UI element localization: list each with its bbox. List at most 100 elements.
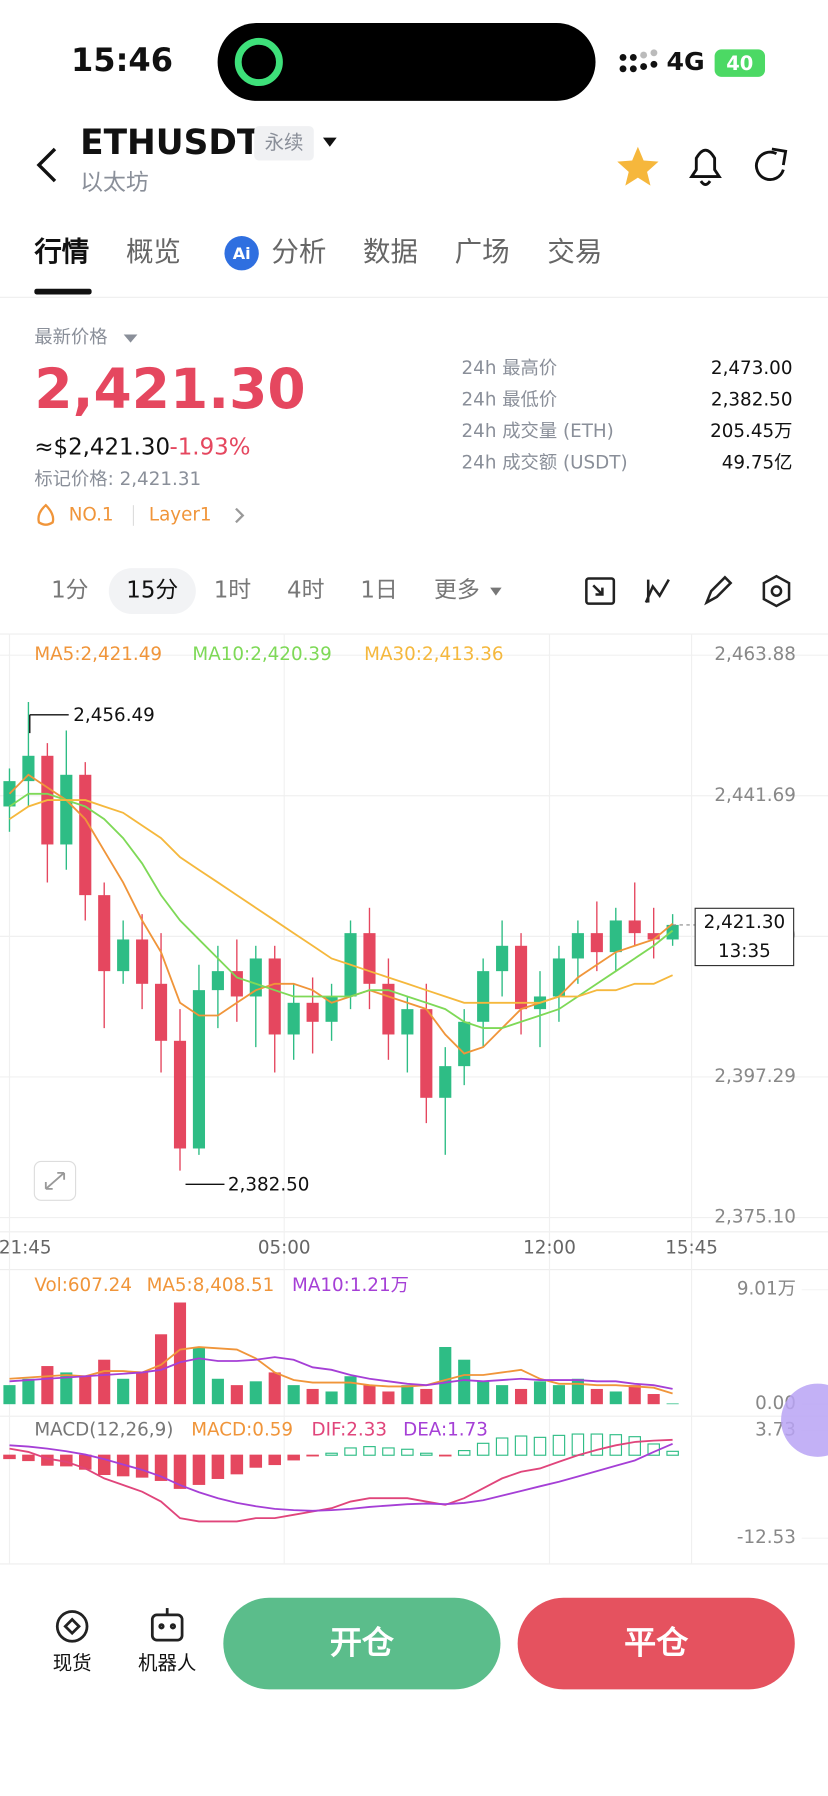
macd-bar	[287, 1454, 300, 1461]
candle-body	[363, 933, 376, 984]
legend: MA10:1.21万	[292, 1275, 409, 1296]
sector-arrow[interactable]	[235, 507, 245, 524]
icon-part	[640, 51, 648, 59]
candle-body	[439, 1066, 452, 1098]
divider	[0, 1231, 828, 1233]
macd-bar	[344, 1447, 357, 1456]
icon-part	[585, 577, 616, 605]
volume-bar	[344, 1376, 357, 1405]
interval[interactable]: 1分	[51, 578, 88, 604]
battery-level: 40	[726, 52, 753, 75]
bot-icon[interactable]	[150, 1608, 184, 1642]
stat-value: 205.45万	[710, 421, 792, 442]
expand-icon[interactable]	[44, 1171, 66, 1190]
macd-bar	[457, 1450, 471, 1456]
high-label: 2,456.49	[73, 705, 155, 726]
volume-bar	[230, 1385, 243, 1405]
assistant-bubble[interactable]	[781, 1383, 828, 1457]
volume-bar	[496, 1385, 509, 1405]
share[interactable]	[754, 147, 788, 181]
volume-bar	[287, 1385, 300, 1405]
tab[interactable]: 数据	[363, 236, 418, 268]
macd-bar	[533, 1436, 547, 1456]
open-label[interactable]: 开仓	[330, 1624, 395, 1662]
volume-bar	[117, 1378, 130, 1405]
volume-bar	[514, 1388, 528, 1405]
candle-body	[477, 971, 490, 1022]
close-label[interactable]: 平仓	[624, 1624, 689, 1662]
legend: MA5:2,421.49	[34, 644, 162, 665]
interval[interactable]: 4时	[287, 578, 325, 604]
price-label: 最新价格	[34, 327, 107, 348]
macd-bar	[306, 1454, 319, 1457]
macd-bar	[22, 1454, 35, 1462]
divider	[0, 296, 828, 298]
candle-body	[571, 933, 584, 959]
more-dropdown[interactable]	[490, 587, 502, 596]
indicator-line	[8, 792, 674, 1030]
tab[interactable]: 分析	[271, 236, 326, 268]
open-button[interactable]	[223, 1597, 501, 1690]
icon-part	[770, 585, 783, 597]
icon-part	[619, 65, 627, 73]
macd-bar	[420, 1452, 433, 1456]
network: 4G	[667, 47, 705, 76]
stat-label: 24h 最低价	[462, 389, 558, 410]
tab[interactable]: 行情	[33, 236, 89, 268]
bot[interactable]: 机器人	[138, 1652, 196, 1675]
spot[interactable]: 现货	[53, 1652, 92, 1675]
close-button[interactable]	[517, 1597, 795, 1690]
volume-bar	[628, 1385, 641, 1405]
volume-bar	[192, 1346, 206, 1405]
interval[interactable]: 15分	[126, 578, 178, 604]
tab[interactable]: 广场	[455, 236, 510, 268]
macd-bar	[552, 1434, 566, 1456]
countdown: 13:35	[718, 941, 771, 962]
stat-label: 24h 成交额 (USDT)	[462, 452, 628, 473]
legend: DEA:1.73	[403, 1420, 488, 1441]
interval[interactable]: 更多	[434, 578, 480, 604]
volume-bar	[382, 1391, 395, 1405]
tab[interactable]: 交易	[547, 236, 602, 268]
interval[interactable]: 1时	[214, 578, 252, 604]
tab-indicator	[34, 288, 92, 295]
candle-body	[136, 939, 149, 984]
volume-bar	[533, 1381, 547, 1405]
badge-bg	[254, 126, 314, 161]
stat-label: 24h 最高价	[462, 358, 558, 379]
symbol-dropdown[interactable]	[322, 137, 337, 147]
spot-icon[interactable]	[55, 1610, 89, 1643]
icon-part	[640, 63, 648, 70]
indicator-line	[8, 773, 674, 1055]
indicator-line	[8, 799, 673, 1004]
tab[interactable]: 概览	[126, 236, 181, 268]
volume-bar	[173, 1302, 187, 1405]
dynamic-island	[217, 23, 596, 101]
macd-bar	[135, 1454, 149, 1478]
volume-bar	[60, 1372, 73, 1405]
volume-bar	[325, 1391, 338, 1405]
volume-bar	[211, 1378, 224, 1405]
icon-part	[158, 1623, 165, 1630]
favorite[interactable]	[617, 146, 659, 186]
indicator-line	[9, 1346, 673, 1395]
volume-bar	[401, 1385, 414, 1405]
candle-body	[98, 895, 111, 972]
macd-bar	[173, 1454, 187, 1489]
price-dropdown[interactable]	[123, 334, 138, 343]
sector-tag[interactable]: Layer1	[149, 504, 212, 525]
divider	[0, 1269, 828, 1271]
icon-part	[150, 1613, 184, 1642]
candle-body	[249, 958, 262, 997]
back-button[interactable]	[36, 147, 57, 183]
interval[interactable]: 1日	[360, 578, 397, 604]
legend: Vol:607.24	[34, 1275, 132, 1296]
macd-bar	[97, 1454, 111, 1475]
icon-part	[55, 1610, 89, 1643]
alert[interactable]	[689, 148, 722, 186]
toolbar[interactable]	[585, 574, 791, 608]
volume-bar	[22, 1378, 35, 1405]
y-tick-label: 2,441.69	[714, 785, 796, 806]
volume-bar	[363, 1385, 376, 1405]
